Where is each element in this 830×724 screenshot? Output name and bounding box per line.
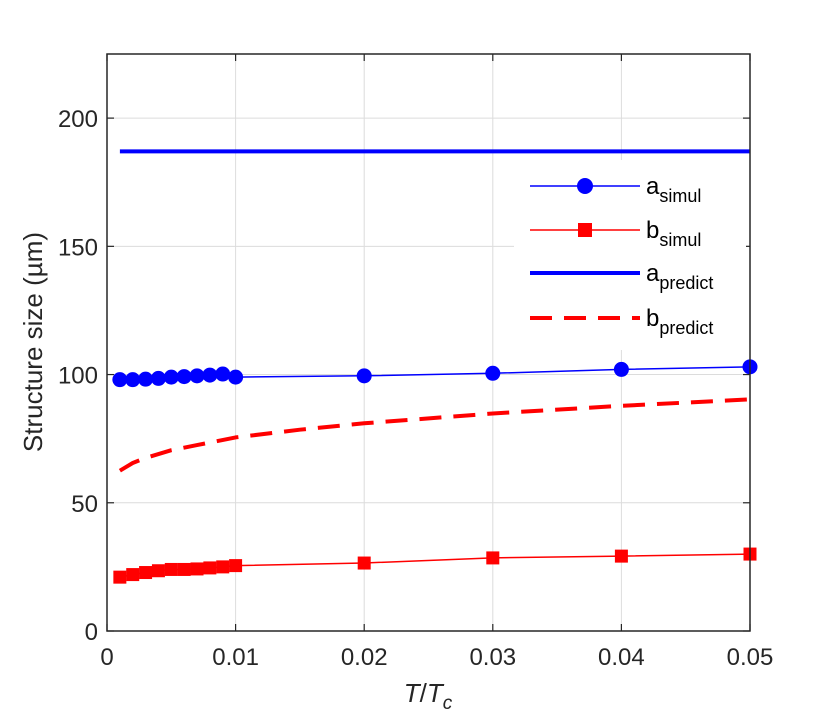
marker-a_simul	[163, 369, 179, 385]
y-tick-label: 150	[58, 234, 98, 261]
marker-b_simul	[229, 559, 243, 573]
legend-label-b-simul: bsimul	[646, 217, 701, 250]
x-tick-label: 0.05	[727, 644, 774, 671]
legend-entry-b-simul: bsimul	[530, 217, 701, 250]
marker-b_simul	[614, 549, 628, 563]
marker-b_simul	[190, 562, 204, 576]
marker-b_simul	[164, 562, 178, 576]
legend: asimul bsimul apredict bpredict	[514, 160, 746, 350]
legend-label-a-predict-sub: predict	[659, 273, 713, 293]
tick-marks	[106, 54, 751, 632]
legend-entry-a-simul: asimul	[530, 173, 701, 206]
y-tick-label: 50	[71, 491, 98, 518]
y-tick-label: 0	[85, 619, 98, 646]
plot-frame	[106, 53, 751, 632]
x-tick-label: 0.02	[341, 644, 388, 671]
marker-b_simul	[126, 568, 140, 582]
legend-label-a-simul-main: a	[646, 173, 660, 200]
legend-label-b-simul-main: b	[646, 217, 659, 244]
x-tick-labels: 0 0.01 0.02 0.03 0.04 0.05	[100, 644, 773, 671]
legend-entry-b-predict: bpredict	[530, 305, 713, 338]
legend-label-a-simul: asimul	[646, 173, 701, 206]
marker-a_simul	[613, 361, 629, 377]
marker-a_simul	[125, 372, 141, 388]
legend-marker-b-simul	[578, 223, 592, 237]
legend-label-a-predict-main: a	[646, 260, 660, 287]
marker-a_simul	[138, 371, 154, 387]
marker-a_simul	[215, 366, 231, 382]
marker-a_simul	[356, 368, 372, 384]
marker-a_simul	[150, 370, 166, 386]
x-tick-label: 0	[100, 644, 113, 671]
legend-label-b-predict-sub: predict	[659, 318, 713, 338]
y-tick-label: 200	[58, 106, 98, 133]
legend-label-a-simul-sub: simul	[659, 186, 701, 206]
y-axis-title: Structure size (µm)	[18, 232, 48, 452]
marker-b_simul	[216, 560, 230, 574]
marker-a_simul	[176, 369, 192, 385]
legend-box	[514, 160, 746, 350]
x-axis-title-sub: c	[443, 693, 453, 714]
x-tick-label: 0.04	[598, 644, 645, 671]
x-axis-title: T/Tc	[404, 678, 453, 714]
x-axis-title-main: T	[404, 678, 422, 708]
legend-label-b-simul-sub: simul	[659, 230, 701, 250]
legend-label-a-predict: apredict	[646, 260, 713, 293]
series-line-b_predict	[118, 397, 751, 473]
marker-b_simul	[486, 551, 500, 565]
marker-a_simul	[228, 369, 244, 385]
marker-a_simul	[485, 365, 501, 381]
legend-label-b-predict-main: b	[646, 305, 659, 332]
marker-b_simul	[151, 564, 165, 578]
x-tick-label: 0.01	[212, 644, 259, 671]
y-tick-labels: 0 50 100 150 200	[58, 106, 98, 646]
marker-a_simul	[202, 367, 218, 383]
marker-b_simul	[139, 566, 153, 580]
marker-a_simul	[189, 368, 205, 384]
marker-a_simul	[112, 372, 128, 388]
series-layer	[112, 149, 758, 584]
y-tick-label: 100	[58, 363, 98, 390]
marker-b_simul	[203, 561, 217, 575]
x-tick-label: 0.03	[469, 644, 516, 671]
x-axis-title-sep: /	[420, 678, 428, 708]
legend-label-b-predict: bpredict	[646, 305, 713, 338]
marker-b_simul	[177, 562, 191, 576]
marker-b_simul	[113, 570, 127, 584]
legend-entry-a-predict: apredict	[530, 260, 713, 293]
legend-marker-a-simul	[577, 178, 593, 194]
x-axis-title-base: T	[427, 678, 445, 708]
marker-b_simul	[357, 556, 371, 570]
